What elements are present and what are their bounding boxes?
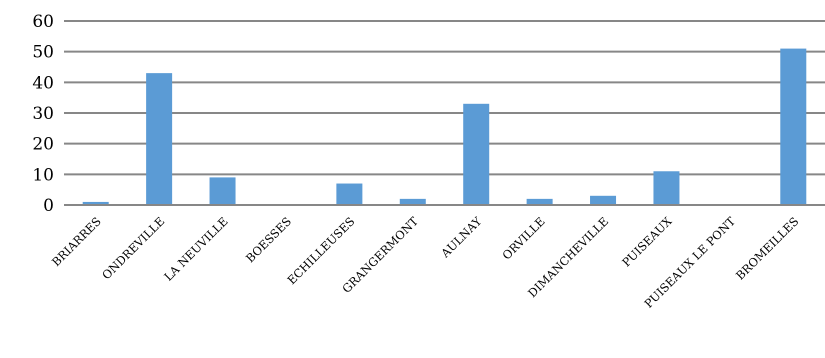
bar — [209, 177, 236, 205]
x-tick-label: BROMEILLES — [733, 214, 802, 283]
y-tick-label: 20 — [32, 135, 54, 155]
x-tick-label: LA NEUVILLE — [161, 214, 230, 283]
bar — [399, 198, 426, 205]
y-tick-label: 50 — [32, 43, 54, 63]
x-tick-label: PUISEAUX — [619, 214, 675, 270]
x-tick-label: ONDREVILLE — [99, 214, 167, 282]
bars — [82, 48, 807, 205]
y-axis-tick-labels: 0 10 20 30 40 50 60 — [32, 12, 54, 216]
bar — [336, 183, 363, 205]
bar — [463, 103, 490, 205]
bar — [146, 73, 173, 205]
gridlines — [64, 20, 825, 176]
y-tick-label: 40 — [32, 73, 54, 93]
x-tick-label: ECHILLEUSES — [284, 214, 357, 287]
x-tick-label: AULNAY — [438, 214, 485, 261]
bar — [590, 195, 617, 205]
x-tick-label: BOESSES — [243, 214, 294, 265]
y-tick-label: 30 — [32, 104, 54, 124]
bar — [653, 171, 680, 205]
bar — [526, 198, 553, 205]
y-tick-label: 0 — [43, 196, 54, 216]
x-tick-label: BRIARRES — [49, 214, 104, 269]
bar — [82, 201, 109, 205]
y-tick-label: 10 — [32, 165, 54, 185]
x-tick-label: ORVILLE — [500, 214, 548, 262]
bar — [780, 48, 807, 205]
y-tick-label: 60 — [32, 12, 54, 32]
